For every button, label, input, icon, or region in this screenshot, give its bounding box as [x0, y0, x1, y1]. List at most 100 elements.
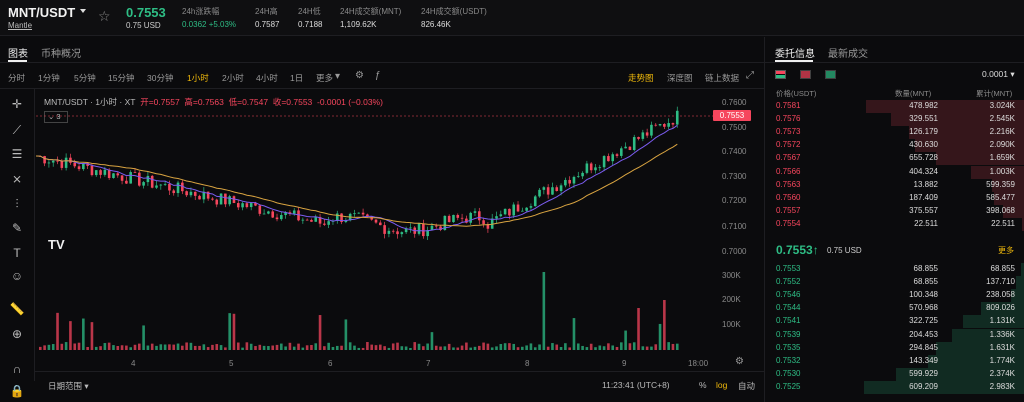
text-icon[interactable]: T — [13, 246, 21, 260]
stat-vol-mnt-value: 1,109.62K — [340, 20, 377, 29]
interval-1d[interactable]: 1日 — [290, 73, 304, 83]
candle-body — [452, 214, 455, 223]
volume-bar — [413, 342, 417, 350]
bid-price: 0.7541 — [776, 316, 801, 326]
ask-row[interactable]: 0.7557 375.557 398.068 — [765, 204, 1024, 218]
percent-toggle[interactable]: % — [699, 380, 707, 390]
interval-2h[interactable]: 2小时 — [222, 73, 244, 83]
volume-bar — [589, 343, 593, 350]
chevron-down-icon[interactable]: ▾ — [335, 71, 341, 82]
interval-30m[interactable]: 30分钟 — [147, 73, 174, 83]
volume-bar — [344, 319, 348, 350]
chevron-down-icon[interactable] — [80, 9, 86, 13]
crosshair-icon[interactable]: ✛ — [11, 97, 23, 111]
candlestick-chart[interactable]: TV — [36, 92, 716, 354]
zoom-in-icon[interactable]: ⊕ — [11, 327, 23, 341]
volume-bar — [47, 344, 51, 350]
book-view-both-icon[interactable] — [775, 70, 786, 79]
mode-depth[interactable]: 深度图 — [667, 73, 693, 83]
ask-row[interactable]: 0.7567 655.728 1.659K — [765, 152, 1024, 166]
bid-row[interactable]: 0.7530 599.929 2.374K — [765, 367, 1024, 381]
ruler-icon[interactable]: 📏 — [9, 302, 25, 316]
pattern-icon[interactable]: ⨯ — [11, 172, 23, 186]
fib-icon[interactable]: ⫶ — [15, 197, 19, 211]
volume-bar — [465, 342, 468, 350]
candle-body — [94, 170, 98, 176]
candle-body — [409, 227, 412, 229]
fullscreen-icon[interactable]: ⤢ — [746, 70, 754, 81]
bid-row[interactable]: 0.7546 100.348 238.058 — [765, 289, 1024, 303]
interval-1h[interactable]: 1小时 — [187, 73, 209, 83]
pair-subtitle-link[interactable]: Mantle — [8, 21, 33, 30]
interval-more[interactable]: 更多 — [316, 73, 334, 83]
pair-selector[interactable]: MNT/USDT — [8, 5, 76, 20]
ask-row[interactable]: 0.7566 404.324 1.003K — [765, 165, 1024, 179]
candle-body — [594, 167, 597, 171]
interval-5m[interactable]: 5分钟 — [74, 73, 96, 83]
tab-latest-trades[interactable]: 最新成交 — [828, 49, 868, 60]
price-axis-label: 0.7100 — [722, 222, 747, 231]
depth-bar — [908, 126, 1024, 140]
settings-icon[interactable]: ⚙ — [735, 356, 744, 367]
favorite-star-icon[interactable]: ☆ — [98, 8, 111, 24]
trendline-icon[interactable]: ⟋ — [12, 123, 22, 137]
tab-order-book[interactable]: 委托信息 — [775, 49, 815, 60]
volume-bar — [443, 346, 447, 350]
volume-bar — [202, 344, 206, 350]
ask-row[interactable]: 0.7560 187.409 585.477 — [765, 191, 1024, 205]
candle-body — [103, 169, 107, 175]
bid-row[interactable]: 0.7535 294.845 1.631K — [765, 341, 1024, 355]
candle-body — [43, 156, 46, 164]
emoji-icon[interactable]: ☺ — [10, 269, 24, 283]
bid-row[interactable]: 0.7532 143.349 1.774K — [765, 354, 1024, 368]
log-toggle[interactable]: log — [716, 380, 728, 390]
volume-bar — [533, 347, 537, 350]
candle-body — [607, 156, 610, 162]
tab-coin-overview[interactable]: 币种概况 — [41, 49, 81, 60]
bid-row[interactable]: 0.7552 68.855 137.710 — [765, 276, 1024, 290]
bid-row[interactable]: 0.7544 570.968 809.026 — [765, 302, 1024, 316]
interval-1m[interactable]: 1分钟 — [38, 73, 60, 83]
more-link[interactable]: 更多 — [998, 246, 1014, 255]
interval-4h[interactable]: 4小时 — [256, 73, 278, 83]
bid-row[interactable]: 0.7525 609.209 2.983K — [765, 380, 1024, 394]
indicator-fx-icon[interactable]: ƒ — [375, 70, 381, 81]
candle-body — [340, 213, 343, 223]
horizontal-lines-icon[interactable]: ☰ — [11, 147, 23, 161]
volume-bar — [301, 347, 305, 350]
bid-row[interactable]: 0.7539 204.453 1.336K — [765, 328, 1024, 342]
brush-icon[interactable]: ✎ — [11, 221, 23, 235]
ask-row[interactable]: 0.7554 22.511 22.511 — [765, 217, 1024, 231]
ask-row[interactable]: 0.7581 478.982 3.024K — [765, 100, 1024, 113]
precision-select[interactable]: 0.0001 ▾ — [982, 69, 1015, 79]
gear-icon[interactable]: ⚙ — [355, 70, 364, 81]
magnet-icon[interactable]: ∩ — [12, 362, 22, 376]
ask-row[interactable]: 0.7572 430.630 2.090K — [765, 139, 1024, 153]
ask-row[interactable]: 0.7563 13.882 599.359 — [765, 178, 1024, 192]
volume-bar — [650, 346, 653, 350]
book-view-asks-icon[interactable] — [800, 70, 811, 79]
interval-15m[interactable]: 15分钟 — [108, 73, 135, 83]
indicator-toggle[interactable]: ⌄ 3 — [44, 111, 68, 123]
bid-row[interactable]: 0.7553 68.855 68.855 — [765, 263, 1024, 276]
candle-body — [391, 230, 395, 232]
book-view-bids-icon[interactable] — [825, 70, 836, 79]
ask-row[interactable]: 0.7573 126.179 2.216K — [765, 126, 1024, 140]
interval-timeline[interactable]: 分时 — [8, 73, 26, 83]
candle-body — [473, 211, 477, 213]
candle-body — [262, 213, 266, 215]
bid-row[interactable]: 0.7541 322.725 1.131K — [765, 315, 1024, 329]
ask-row[interactable]: 0.7576 329.551 2.545K — [765, 113, 1024, 127]
volume-bar — [439, 346, 442, 350]
mode-onchain[interactable]: 链上数据 — [705, 73, 740, 83]
mode-trend[interactable]: 走势图 — [628, 73, 654, 83]
date-range-button[interactable]: 日期范围 ▾ — [48, 381, 89, 391]
last-price: 0.7553 — [126, 5, 166, 20]
ask-total: 2.545K — [989, 114, 1015, 124]
candle-body — [219, 193, 223, 205]
candle-body — [335, 213, 339, 221]
lock-icon[interactable]: 🔒 — [9, 384, 25, 398]
auto-toggle[interactable]: 自动 — [738, 381, 756, 391]
tab-chart[interactable]: 图表 — [8, 49, 28, 60]
candle-body — [499, 214, 503, 217]
